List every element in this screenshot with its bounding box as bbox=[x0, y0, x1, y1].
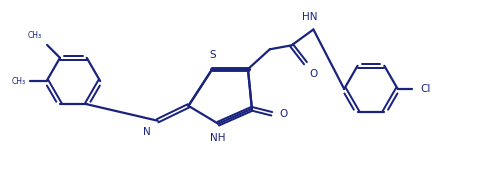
Text: O: O bbox=[280, 109, 288, 119]
Text: N: N bbox=[143, 127, 151, 137]
Text: O: O bbox=[310, 69, 318, 79]
Text: CH₃: CH₃ bbox=[12, 77, 26, 86]
Text: CH₃: CH₃ bbox=[28, 31, 42, 40]
Text: S: S bbox=[209, 50, 215, 60]
Text: Cl: Cl bbox=[421, 84, 431, 94]
Text: NH: NH bbox=[211, 133, 226, 143]
Text: HN: HN bbox=[302, 11, 317, 22]
